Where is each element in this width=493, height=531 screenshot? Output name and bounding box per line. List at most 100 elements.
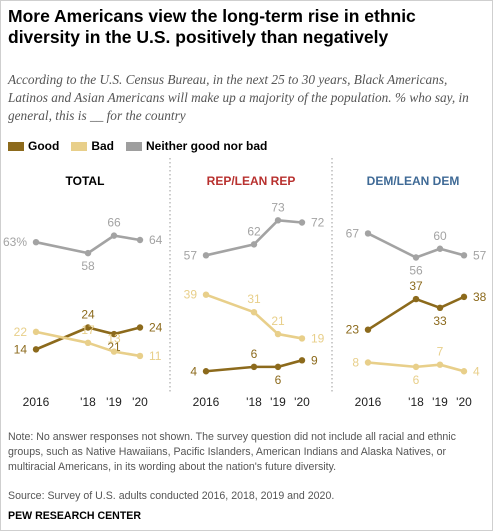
data-label-good: 6 — [251, 347, 258, 361]
chart-subtitle: According to the U.S. Census Bureau, in … — [8, 72, 469, 123]
data-point-bad — [364, 359, 372, 366]
data-label-neither-good-nor-bad: 56 — [409, 264, 423, 278]
data-point-good — [202, 368, 210, 375]
series-line-neither-good-nor-bad — [35, 234, 141, 255]
panel-title: TOTAL — [66, 174, 105, 188]
series-line-good — [205, 359, 303, 373]
data-label-neither-good-nor-bad: 64 — [149, 233, 163, 247]
data-label-neither-good-nor-bad: 57 — [473, 248, 487, 262]
series-line-good — [367, 295, 465, 331]
legend-item-good: Good — [8, 139, 59, 153]
x-tick-label: '18 — [408, 395, 424, 409]
data-point-bad — [250, 308, 258, 316]
data-label-bad: 19 — [311, 331, 325, 345]
x-tick-label: '19 — [106, 395, 122, 409]
data-point-neither-good-nor-bad — [136, 236, 144, 244]
chart-source: Source: Survey of U.S. adults conducted … — [8, 490, 335, 502]
data-label-good: 6 — [275, 373, 282, 387]
series-line-bad — [367, 361, 465, 373]
data-label-bad: 22 — [14, 325, 28, 339]
panel-title: REP/LEAN REP — [207, 174, 296, 188]
panel-dem-lean-dem: DEM/LEAN DEM2016'18'19'20675660572337333… — [346, 174, 487, 409]
data-label-neither-good-nor-bad: 58 — [81, 259, 95, 273]
data-label-bad: 39 — [184, 288, 198, 302]
data-point-good — [412, 295, 420, 303]
data-point-good — [364, 326, 372, 333]
data-label-neither-good-nor-bad: 62 — [247, 224, 261, 238]
data-label-good: 4 — [190, 364, 197, 378]
series-line-neither-good-nor-bad — [205, 219, 303, 257]
data-point-neither-good-nor-bad — [250, 241, 258, 248]
data-point-neither-good-nor-bad — [202, 252, 210, 259]
data-point-bad — [136, 352, 144, 360]
legend-label-bad: Bad — [91, 139, 114, 153]
data-point-bad — [110, 348, 118, 355]
x-tick-label: '18 — [80, 395, 96, 409]
data-point-neither-good-nor-bad — [298, 219, 306, 226]
x-tick-label: '19 — [270, 395, 286, 409]
series-line-neither-good-nor-bad — [367, 232, 465, 259]
data-label-neither-good-nor-bad: 60 — [433, 229, 447, 243]
x-tick-label: 2016 — [355, 395, 382, 409]
data-label-neither-good-nor-bad: 72 — [311, 216, 325, 230]
data-point-good — [274, 363, 282, 371]
data-point-bad — [202, 291, 210, 298]
x-tick-label: 2016 — [193, 395, 220, 409]
series-line-bad — [35, 330, 141, 358]
data-label-good: 38 — [473, 290, 487, 304]
legend-label-good: Good — [28, 139, 60, 153]
data-label-good: 33 — [433, 314, 447, 328]
panel-rep-lean-rep: REP/LEAN REP 2016 '18 '19 '20 57 62 73 72 39 31 21 1… — [184, 174, 325, 409]
data-label-neither-good-nor-bad: 57 — [184, 248, 198, 262]
legend: Good Bad Neither good nor bad — [8, 139, 267, 153]
x-tick-label: '19 — [432, 395, 448, 409]
data-point-neither-good-nor-bad — [32, 238, 40, 246]
data-point-good — [436, 304, 444, 312]
data-label-good: 14 — [14, 342, 28, 356]
data-point-neither-good-nor-bad — [274, 217, 282, 224]
x-tick-label: '20 — [294, 395, 310, 409]
data-point-good — [84, 324, 92, 331]
data-label-neither-good-nor-bad: 63% — [3, 235, 27, 249]
data-point-good — [250, 363, 258, 371]
data-label-good: 24 — [149, 321, 163, 335]
legend-item-neither: Neither good nor bad — [126, 139, 267, 153]
data-point-good — [460, 293, 468, 301]
data-label-bad: 11 — [149, 349, 162, 363]
data-label-good: 24 — [81, 308, 95, 322]
data-label-bad: 31 — [247, 292, 261, 306]
data-point-bad — [84, 339, 92, 347]
organization-credit: PEW RESEARCH CENTER — [8, 510, 142, 522]
data-point-neither-good-nor-bad — [364, 230, 372, 237]
data-label-bad: 21 — [271, 314, 285, 328]
data-label-good: 37 — [409, 279, 423, 293]
panel-title: DEM/LEAN DEM — [367, 174, 460, 188]
legend-swatch-bad — [71, 141, 88, 151]
chart-note: Note: No answer responses not shown. The… — [8, 431, 456, 473]
data-label-bad: 17 — [81, 323, 95, 337]
data-point-good — [298, 357, 306, 364]
data-label-bad: 8 — [352, 356, 359, 370]
data-point-bad — [274, 330, 282, 338]
data-point-bad — [460, 368, 468, 375]
data-point-bad — [436, 361, 444, 368]
data-point-bad — [32, 328, 40, 336]
data-point-neither-good-nor-bad — [436, 245, 444, 252]
data-point-good — [136, 324, 144, 331]
x-tick-label: '18 — [246, 395, 262, 409]
data-label-neither-good-nor-bad: 66 — [107, 216, 121, 230]
data-label-bad: 7 — [437, 345, 444, 359]
data-point-neither-good-nor-bad — [84, 249, 92, 257]
data-point-neither-good-nor-bad — [412, 254, 420, 261]
data-label-good: 23 — [346, 323, 360, 337]
data-label-bad: 13 — [107, 332, 121, 346]
legend-swatch-good — [8, 141, 24, 151]
data-label-neither-good-nor-bad: 67 — [346, 226, 360, 240]
legend-item-bad: Bad — [71, 139, 114, 153]
data-label-bad: 4 — [473, 364, 480, 378]
legend-swatch-neither — [126, 141, 142, 151]
data-label-good: 9 — [311, 353, 318, 367]
x-tick-label: '20 — [132, 395, 148, 409]
